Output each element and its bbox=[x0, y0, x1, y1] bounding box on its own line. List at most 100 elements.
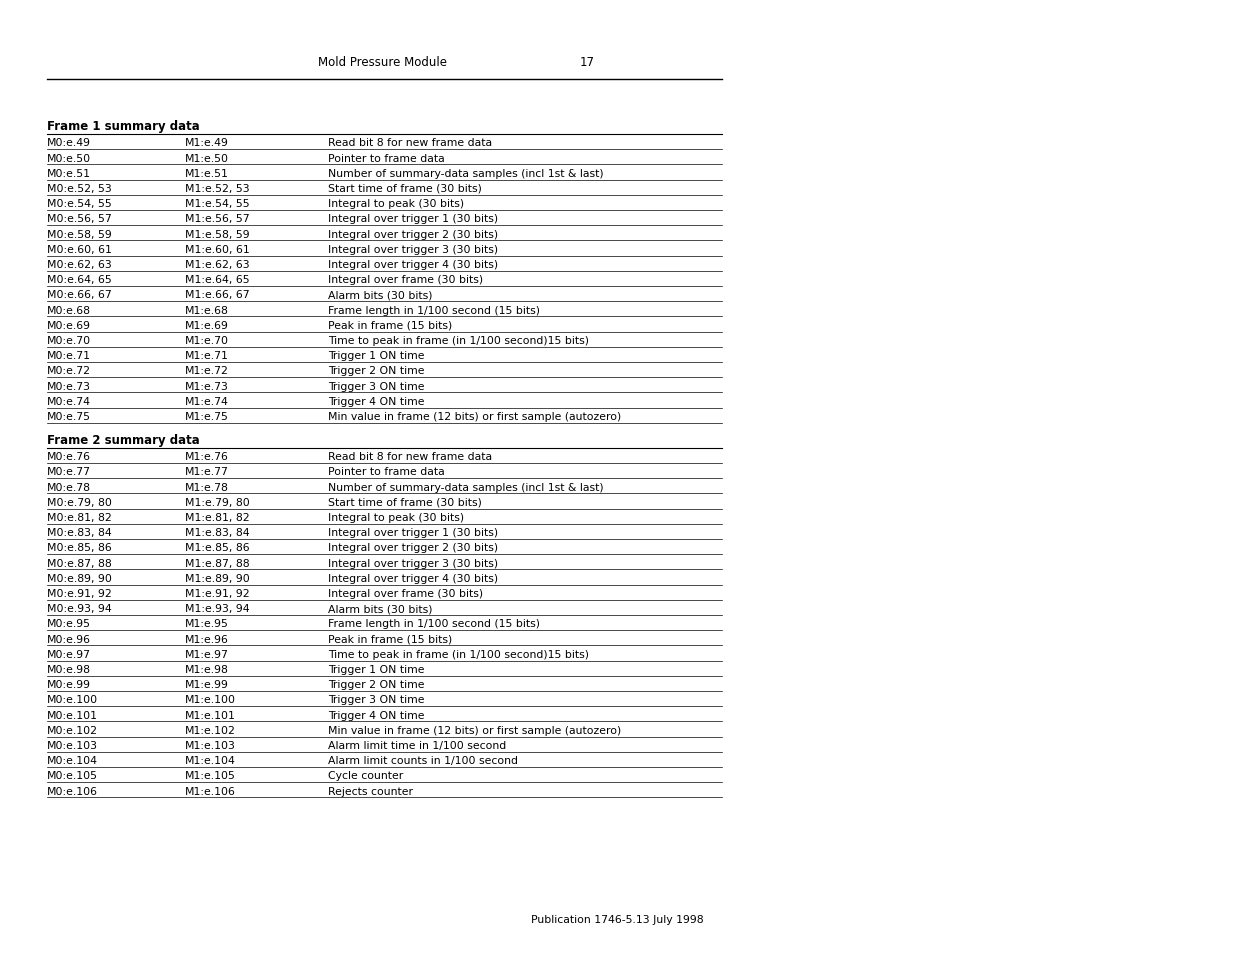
Text: Integral over trigger 4 (30 bits): Integral over trigger 4 (30 bits) bbox=[329, 259, 498, 270]
Text: M1:e.62, 63: M1:e.62, 63 bbox=[185, 259, 249, 270]
Text: Pointer to frame data: Pointer to frame data bbox=[329, 467, 445, 476]
Text: M1:e.75: M1:e.75 bbox=[185, 412, 228, 421]
Text: Integral over trigger 2 (30 bits): Integral over trigger 2 (30 bits) bbox=[329, 230, 498, 239]
Text: M0:e.74: M0:e.74 bbox=[47, 396, 91, 406]
Text: Number of summary-data samples (incl 1st & last): Number of summary-data samples (incl 1st… bbox=[329, 482, 604, 492]
Text: M0:e.93, 94: M0:e.93, 94 bbox=[47, 603, 111, 614]
Text: Integral over frame (30 bits): Integral over frame (30 bits) bbox=[329, 588, 483, 598]
Text: Mold Pressure Module: Mold Pressure Module bbox=[319, 55, 447, 69]
Text: Trigger 3 ON time: Trigger 3 ON time bbox=[329, 695, 425, 704]
Text: M1:e.72: M1:e.72 bbox=[185, 366, 228, 376]
Text: M0:e.77: M0:e.77 bbox=[47, 467, 91, 476]
Text: M0:e.85, 86: M0:e.85, 86 bbox=[47, 543, 111, 553]
Text: Read bit 8 for new frame data: Read bit 8 for new frame data bbox=[329, 452, 492, 461]
Text: M0:e.75: M0:e.75 bbox=[47, 412, 91, 421]
Text: M1:e.104: M1:e.104 bbox=[185, 756, 236, 765]
Text: M1:e.102: M1:e.102 bbox=[185, 725, 236, 735]
Text: Trigger 1 ON time: Trigger 1 ON time bbox=[329, 351, 425, 361]
Text: M0:e.83, 84: M0:e.83, 84 bbox=[47, 528, 111, 537]
Text: M0:e.60, 61: M0:e.60, 61 bbox=[47, 245, 112, 254]
Text: M1:e.103: M1:e.103 bbox=[185, 740, 236, 750]
Text: Alarm limit time in 1/100 second: Alarm limit time in 1/100 second bbox=[329, 740, 506, 750]
Text: M0:e.68: M0:e.68 bbox=[47, 305, 91, 315]
Text: Frame 2 summary data: Frame 2 summary data bbox=[47, 434, 200, 446]
Text: M0:e.78: M0:e.78 bbox=[47, 482, 91, 492]
Text: Pointer to frame data: Pointer to frame data bbox=[329, 153, 445, 163]
Text: Alarm bits (30 bits): Alarm bits (30 bits) bbox=[329, 290, 432, 300]
Text: M1:e.85, 86: M1:e.85, 86 bbox=[185, 543, 249, 553]
Text: M0:e.97: M0:e.97 bbox=[47, 649, 91, 659]
Text: M1:e.89, 90: M1:e.89, 90 bbox=[185, 573, 249, 583]
Text: M0:e.70: M0:e.70 bbox=[47, 335, 91, 346]
Text: Read bit 8 for new frame data: Read bit 8 for new frame data bbox=[329, 138, 492, 149]
Text: M1:e.95: M1:e.95 bbox=[185, 618, 228, 629]
Text: M1:e.58, 59: M1:e.58, 59 bbox=[185, 230, 249, 239]
Text: M1:e.49: M1:e.49 bbox=[185, 138, 228, 149]
Text: Integral over trigger 3 (30 bits): Integral over trigger 3 (30 bits) bbox=[329, 245, 498, 254]
Text: M1:e.105: M1:e.105 bbox=[185, 771, 236, 781]
Text: Time to peak in frame (in 1/100 second)15 bits): Time to peak in frame (in 1/100 second)1… bbox=[329, 649, 589, 659]
Text: M0:e.49: M0:e.49 bbox=[47, 138, 91, 149]
Text: Integral over trigger 3 (30 bits): Integral over trigger 3 (30 bits) bbox=[329, 558, 498, 568]
Text: Integral over trigger 2 (30 bits): Integral over trigger 2 (30 bits) bbox=[329, 543, 498, 553]
Text: Integral over frame (30 bits): Integral over frame (30 bits) bbox=[329, 274, 483, 285]
Text: Frame length in 1/100 second (15 bits): Frame length in 1/100 second (15 bits) bbox=[329, 618, 540, 629]
Text: Min value in frame (12 bits) or first sample (autozero): Min value in frame (12 bits) or first sa… bbox=[329, 725, 621, 735]
Text: M1:e.69: M1:e.69 bbox=[185, 320, 228, 331]
Text: Trigger 2 ON time: Trigger 2 ON time bbox=[329, 366, 425, 376]
Text: Trigger 4 ON time: Trigger 4 ON time bbox=[329, 396, 425, 406]
Text: M1:e.100: M1:e.100 bbox=[185, 695, 236, 704]
Text: M0:e.71: M0:e.71 bbox=[47, 351, 91, 361]
Text: M1:e.96: M1:e.96 bbox=[185, 634, 228, 644]
Text: M1:e.71: M1:e.71 bbox=[185, 351, 228, 361]
Text: Publication 1746-5.13 July 1998: Publication 1746-5.13 July 1998 bbox=[531, 914, 704, 924]
Text: M1:e.78: M1:e.78 bbox=[185, 482, 228, 492]
Text: M0:e.76: M0:e.76 bbox=[47, 452, 91, 461]
Text: M1:e.52, 53: M1:e.52, 53 bbox=[185, 184, 249, 193]
Text: M0:e.69: M0:e.69 bbox=[47, 320, 91, 331]
Text: M1:e.51: M1:e.51 bbox=[185, 169, 228, 178]
Text: M0:e.50: M0:e.50 bbox=[47, 153, 91, 163]
Text: Alarm limit counts in 1/100 second: Alarm limit counts in 1/100 second bbox=[329, 756, 517, 765]
Text: Peak in frame (15 bits): Peak in frame (15 bits) bbox=[329, 634, 452, 644]
Text: Time to peak in frame (in 1/100 second)15 bits): Time to peak in frame (in 1/100 second)1… bbox=[329, 335, 589, 346]
Text: Number of summary-data samples (incl 1st & last): Number of summary-data samples (incl 1st… bbox=[329, 169, 604, 178]
Text: M0:e.103: M0:e.103 bbox=[47, 740, 98, 750]
Text: M1:e.97: M1:e.97 bbox=[185, 649, 228, 659]
Text: M1:e.70: M1:e.70 bbox=[185, 335, 228, 346]
Text: Cycle counter: Cycle counter bbox=[329, 771, 404, 781]
Text: M0:e.95: M0:e.95 bbox=[47, 618, 91, 629]
Text: Integral to peak (30 bits): Integral to peak (30 bits) bbox=[329, 199, 464, 209]
Text: Rejects counter: Rejects counter bbox=[329, 785, 412, 796]
Text: Integral over trigger 1 (30 bits): Integral over trigger 1 (30 bits) bbox=[329, 528, 498, 537]
Text: M0:e.96: M0:e.96 bbox=[47, 634, 91, 644]
Text: M1:e.98: M1:e.98 bbox=[185, 664, 228, 675]
Text: Integral over trigger 1 (30 bits): Integral over trigger 1 (30 bits) bbox=[329, 214, 498, 224]
Text: Start time of frame (30 bits): Start time of frame (30 bits) bbox=[329, 184, 482, 193]
Text: M1:e.93, 94: M1:e.93, 94 bbox=[185, 603, 249, 614]
Text: M0:e.52, 53: M0:e.52, 53 bbox=[47, 184, 111, 193]
Text: M1:e.101: M1:e.101 bbox=[185, 710, 236, 720]
Text: M1:e.74: M1:e.74 bbox=[185, 396, 228, 406]
Text: M1:e.68: M1:e.68 bbox=[185, 305, 228, 315]
Text: M0:e.100: M0:e.100 bbox=[47, 695, 98, 704]
Text: M0:e.66, 67: M0:e.66, 67 bbox=[47, 290, 111, 300]
Text: 17: 17 bbox=[580, 55, 595, 69]
Text: M0:e.91, 92: M0:e.91, 92 bbox=[47, 588, 111, 598]
Text: Integral to peak (30 bits): Integral to peak (30 bits) bbox=[329, 513, 464, 522]
Text: M0:e.51: M0:e.51 bbox=[47, 169, 91, 178]
Text: Trigger 1 ON time: Trigger 1 ON time bbox=[329, 664, 425, 675]
Text: M0:e.98: M0:e.98 bbox=[47, 664, 91, 675]
Text: M0:e.79, 80: M0:e.79, 80 bbox=[47, 497, 112, 507]
Text: M0:e.101: M0:e.101 bbox=[47, 710, 98, 720]
Text: M1:e.56, 57: M1:e.56, 57 bbox=[185, 214, 249, 224]
Text: M0:e.99: M0:e.99 bbox=[47, 679, 91, 689]
Text: M1:e.87, 88: M1:e.87, 88 bbox=[185, 558, 249, 568]
Text: M0:e.89, 90: M0:e.89, 90 bbox=[47, 573, 112, 583]
Text: M1:e.60, 61: M1:e.60, 61 bbox=[185, 245, 249, 254]
Text: M1:e.54, 55: M1:e.54, 55 bbox=[185, 199, 249, 209]
Text: M0:e.87, 88: M0:e.87, 88 bbox=[47, 558, 111, 568]
Text: M0:e.104: M0:e.104 bbox=[47, 756, 98, 765]
Text: M1:e.81, 82: M1:e.81, 82 bbox=[185, 513, 249, 522]
Text: M0:e.72: M0:e.72 bbox=[47, 366, 91, 376]
